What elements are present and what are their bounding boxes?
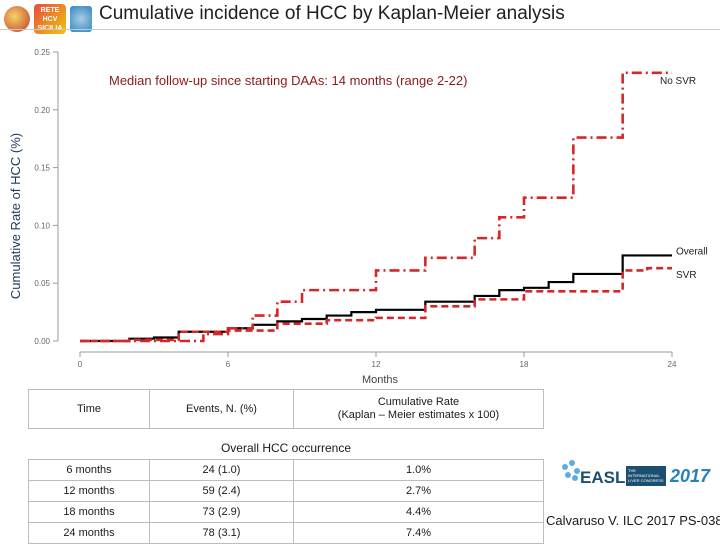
- cell-time: 6 months: [28, 459, 150, 481]
- easl-logo: EASL THE INTERNATIONAL LIVER CONGRESS 20…: [560, 458, 711, 498]
- cell-events: 24 (1.0): [149, 459, 294, 481]
- header-logos: RETE HCV SICILIA: [4, 2, 92, 36]
- easl-year: 2017: [670, 466, 711, 486]
- cell-time: 18 months: [28, 501, 150, 523]
- y-tick-label: 0.10: [34, 221, 50, 230]
- cell-rate: 2.7%: [293, 480, 544, 502]
- x-axis-label: Months: [362, 374, 399, 386]
- table-row: 24 months 78 (3.1) 7.4%: [28, 522, 544, 544]
- x-tick-label: 18: [520, 360, 529, 369]
- x-tick-label: 12: [372, 360, 381, 369]
- easl-dots-icon: [560, 460, 582, 482]
- col-header-rate: Cumulative Rate (Kaplan – Meier estimate…: [293, 389, 544, 429]
- table-row: 6 months 24 (1.0) 1.0%: [28, 459, 544, 481]
- col-header-time: Time: [28, 389, 150, 429]
- series-line-svr: [80, 266, 672, 343]
- easl-wordmark: EASL: [580, 468, 626, 487]
- x-tick-label: 0: [78, 360, 83, 369]
- cell-rate: 7.4%: [293, 522, 544, 544]
- page-title: Cumulative incidence of HCC by Kaplan-Me…: [99, 3, 565, 24]
- x-tick-label: 6: [226, 360, 231, 369]
- chart-annotation: Median follow-up since starting DAAs: 14…: [109, 73, 467, 88]
- title-divider: [0, 29, 720, 30]
- y-tick-label: 0.25: [34, 48, 50, 57]
- cell-rate: 4.4%: [293, 501, 544, 523]
- km-chart: 0.00 0.05 0.10 0.15 0.20 0.25 0 6 12 18 24 Median…: [8, 48, 708, 386]
- table-row: 18 months 73 (2.9) 4.4%: [28, 501, 544, 523]
- legend-label-svr: SVR: [676, 270, 697, 281]
- cell-events: 78 (3.1): [149, 522, 294, 544]
- y-tick-label: 0.00: [34, 337, 50, 346]
- series-line-no-svr: [80, 71, 672, 343]
- col-header-events: Events, N. (%): [149, 389, 294, 429]
- y-axis-label: Cumulative Rate of HCC (%): [8, 133, 23, 299]
- legend-label-overall: Overall: [676, 246, 708, 257]
- table-caption: Overall HCC occurrence: [220, 441, 352, 455]
- logo-emblem-icon: [4, 6, 30, 32]
- hcc-occurrence-table: Overall HCC occurrence Time Events, N. (…: [28, 389, 544, 544]
- cell-rate: 1.0%: [293, 459, 544, 481]
- cell-events: 59 (2.4): [149, 480, 294, 502]
- cell-time: 24 months: [28, 522, 150, 544]
- cell-events: 73 (2.9): [149, 501, 294, 523]
- easl-congress-badge: THE INTERNATIONAL LIVER CONGRESS: [626, 466, 666, 486]
- logo-region-icon: [70, 6, 92, 32]
- citation: Calvaruso V. ILC 2017 PS-038.: [546, 513, 720, 528]
- legend-label-no-svr: No SVR: [660, 76, 696, 87]
- cell-time: 12 months: [28, 480, 150, 502]
- series-line-overall: [80, 254, 672, 343]
- x-tick-label: 24: [668, 360, 677, 369]
- table-row: 12 months 59 (2.4) 2.7%: [28, 480, 544, 502]
- y-tick-label: 0.15: [34, 164, 50, 173]
- y-tick-label: 0.05: [34, 279, 50, 288]
- y-tick-label: 0.20: [34, 106, 50, 115]
